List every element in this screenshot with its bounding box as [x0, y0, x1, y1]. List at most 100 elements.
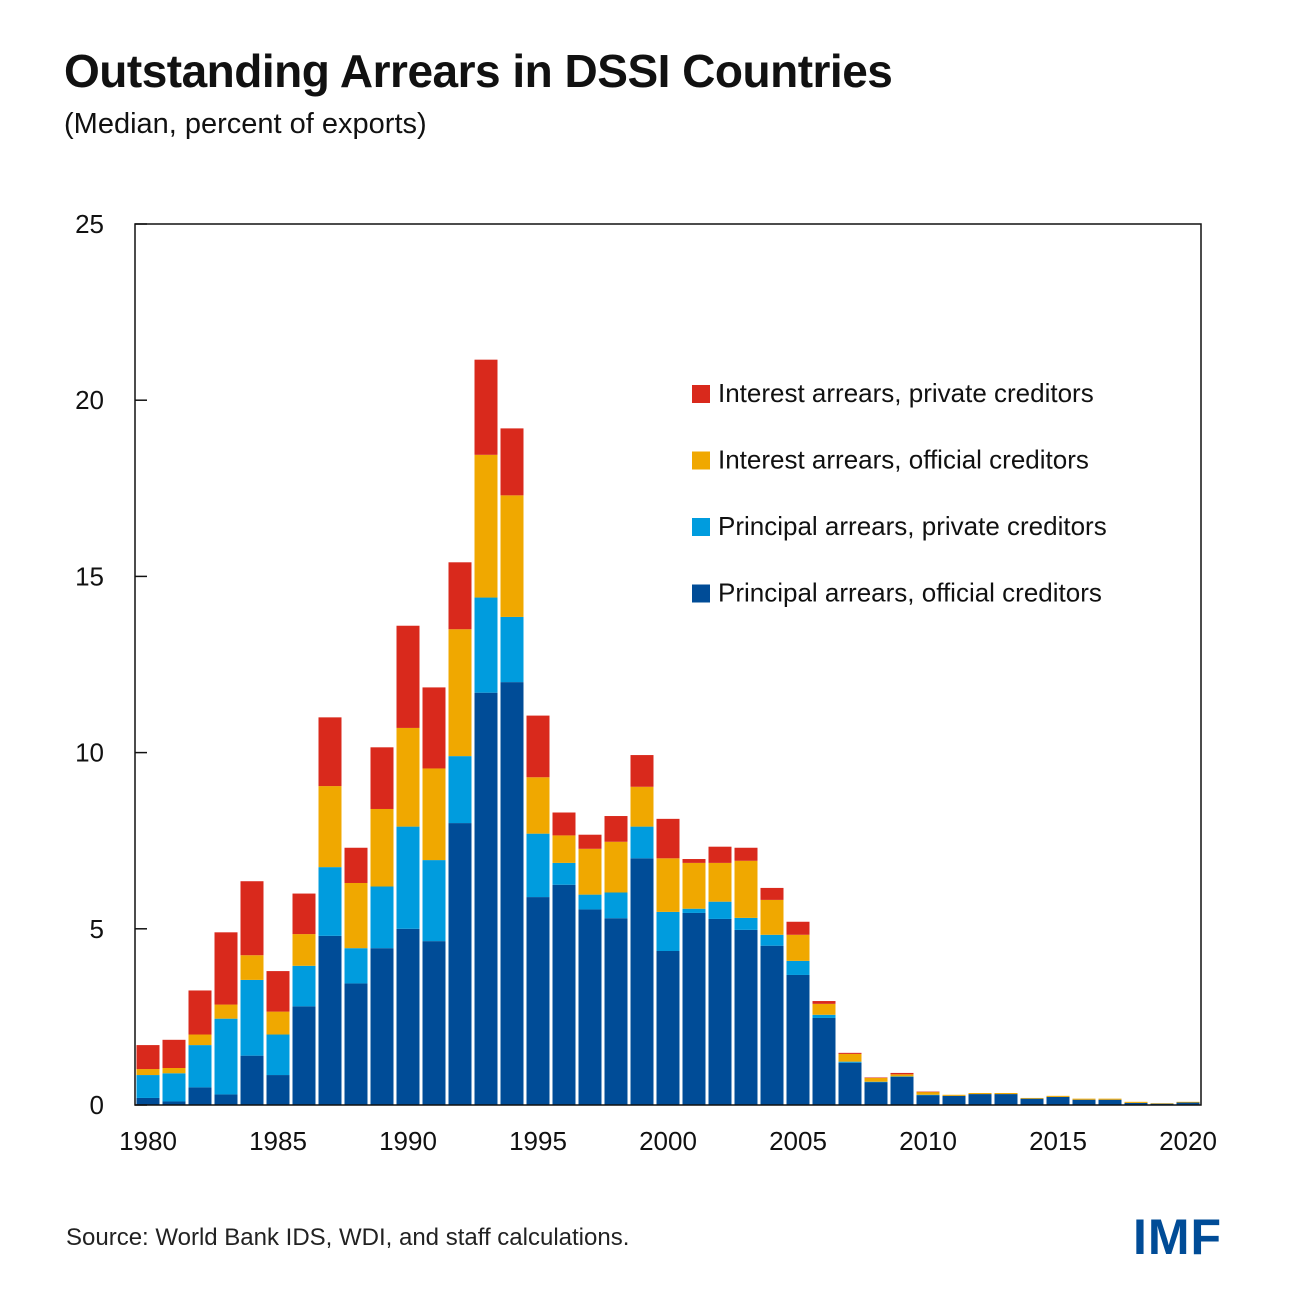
bar-segment-1982-s0	[188, 1087, 212, 1105]
bar-segment-1991-s0	[422, 941, 446, 1105]
y-tick-label-20: 20	[75, 385, 104, 415]
bar-segment-1998-s2	[604, 841, 628, 893]
bar-segment-1997-s2	[578, 848, 602, 895]
bar-segment-2012-s2	[968, 1093, 992, 1095]
bar-segment-1986-s0	[292, 1006, 316, 1105]
bar-segment-1981-s2	[162, 1067, 186, 1074]
x-tick-label-1990: 1990	[379, 1126, 437, 1156]
bar-segment-1996-s2	[552, 835, 576, 863]
bar-segment-1986-s2	[292, 934, 316, 966]
bar-segment-1995-s1	[526, 833, 550, 898]
chart-title: Outstanding Arrears in DSSI Countries	[64, 45, 893, 97]
bar-segment-1983-s0	[214, 1094, 238, 1105]
bar-segment-2014-s2	[1020, 1097, 1044, 1099]
bar-segment-1984-s2	[240, 955, 264, 980]
bar-segment-2004-s1	[760, 934, 784, 946]
bar-segment-2015-s2	[1046, 1095, 1070, 1097]
bar-segment-2001-s1	[682, 908, 706, 913]
bar-segment-2010-s1	[916, 1094, 940, 1096]
bar-segment-1996-s0	[552, 884, 576, 1105]
bar-segment-2016-s2	[1072, 1098, 1096, 1100]
bar-segment-1994-s0	[500, 682, 524, 1105]
bar-segment-2008-s1	[864, 1081, 888, 1083]
bar-segment-1980-s3	[136, 1045, 160, 1070]
x-axis: 1980 1985 1990 1995 2000 2005 2010 2015 2020	[119, 1126, 1217, 1156]
bar-segment-2014-s0	[1020, 1098, 1044, 1105]
bar-segment-1990-s2	[396, 727, 420, 827]
bar-segment-1984-s1	[240, 979, 264, 1056]
bar-segment-2004-s0	[760, 945, 784, 1105]
bar-segment-1999-s3	[630, 755, 654, 787]
bar-segment-1993-s3	[474, 359, 498, 455]
bar-segment-2018-s0	[1124, 1102, 1148, 1105]
bar-segment-1984-s3	[240, 881, 264, 956]
bar-segment-2008-s0	[864, 1082, 888, 1105]
bar-segment-2007-s1	[838, 1061, 862, 1063]
bar-segment-2006-s0	[812, 1017, 836, 1105]
bar-segment-2009-s0	[890, 1076, 914, 1105]
bar-segment-2007-s3	[838, 1052, 862, 1054]
bar-segment-1991-s3	[422, 687, 446, 769]
bar-segment-2020-s0	[1176, 1102, 1200, 1105]
bar-segment-1998-s1	[604, 892, 628, 919]
bar-segment-1988-s2	[344, 882, 368, 949]
bar-segment-2000-s0	[656, 951, 680, 1105]
bar-segment-2001-s2	[682, 862, 706, 909]
bar-segment-1993-s0	[474, 692, 498, 1105]
bar-segment-1990-s1	[396, 826, 420, 929]
bar-segment-1993-s2	[474, 454, 498, 598]
bar-segment-2005-s1	[786, 960, 810, 975]
bar-segment-1986-s3	[292, 893, 316, 935]
bar-segment-1985-s3	[266, 971, 290, 1012]
bar-segment-2006-s3	[812, 1001, 836, 1004]
bar-segment-2004-s2	[760, 899, 784, 935]
bar-segment-1980-s2	[136, 1069, 160, 1076]
bar-segment-2002-s1	[708, 901, 732, 919]
bar-segment-1995-s2	[526, 777, 550, 834]
bar-segment-1998-s0	[604, 918, 628, 1105]
bar-segment-1991-s2	[422, 768, 446, 861]
bar-segment-1987-s1	[318, 867, 342, 936]
bar-segment-1992-s1	[448, 756, 472, 824]
y-tick-label-25: 25	[75, 209, 104, 239]
bar-segment-2019-s2	[1150, 1103, 1174, 1104]
bar-segment-2017-s2	[1098, 1098, 1122, 1100]
bar-segment-2013-s2	[994, 1093, 1018, 1095]
bar-segment-2007-s2	[838, 1053, 862, 1062]
bar-segment-2003-s2	[734, 860, 758, 918]
bar-segment-2008-s3	[864, 1077, 888, 1079]
bar-segment-1990-s0	[396, 928, 420, 1105]
bar-segment-1996-s1	[552, 862, 576, 885]
legend-swatch-1	[692, 451, 710, 470]
legend-label-3: Principal arrears, official creditors	[718, 578, 1102, 608]
bar-segment-2010-s3	[916, 1091, 940, 1093]
bar-segment-1981-s3	[162, 1039, 186, 1068]
bar-segment-1984-s0	[240, 1055, 264, 1105]
bar-segment-2009-s3	[890, 1072, 914, 1075]
bar-segment-1983-s3	[214, 932, 238, 1005]
legend-label-1: Interest arrears, official creditors	[718, 445, 1089, 475]
bar-segment-2009-s2	[890, 1074, 914, 1077]
bar-segment-2011-s2	[942, 1094, 966, 1096]
bar-segment-1999-s2	[630, 786, 654, 827]
bar-segment-1988-s3	[344, 847, 368, 883]
bar-segment-2017-s0	[1098, 1099, 1122, 1105]
bar-segment-1981-s1	[162, 1073, 186, 1102]
x-tick-label-2015: 2015	[1029, 1126, 1087, 1156]
bar-segment-1997-s1	[578, 894, 602, 910]
bar-segment-2010-s0	[916, 1095, 940, 1105]
bar-segment-1983-s2	[214, 1004, 238, 1019]
bar-segment-2020-s2	[1176, 1101, 1200, 1103]
bar-segment-2002-s3	[708, 846, 732, 863]
bar-segment-2006-s1	[812, 1014, 836, 1018]
bar-segment-1994-s3	[500, 428, 524, 496]
bar-segment-2000-s3	[656, 818, 680, 859]
bar-segment-1992-s2	[448, 629, 472, 757]
bar-segment-2005-s0	[786, 974, 810, 1105]
x-tick-label-1980: 1980	[119, 1126, 177, 1156]
bar-segment-1980-s1	[136, 1075, 160, 1098]
bars-group	[136, 359, 1200, 1105]
bar-segment-2002-s2	[708, 862, 732, 902]
bar-segment-2018-s2	[1124, 1101, 1148, 1103]
